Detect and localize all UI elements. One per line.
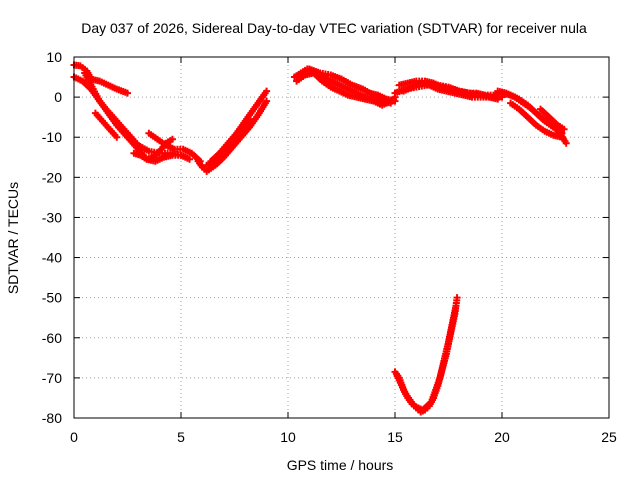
chart-title: Day 037 of 2026, Sidereal Day-to-day VTE…: [81, 20, 587, 36]
x-axis-label: GPS time / hours: [287, 457, 394, 473]
y-tick-label: -80: [42, 410, 62, 426]
data-point: [494, 95, 502, 103]
x-tick-label: 0: [70, 429, 78, 445]
x-tick-label: 20: [494, 429, 510, 445]
data-point: [113, 133, 121, 141]
grid-lines: [74, 57, 609, 418]
y-tick-label: -60: [42, 330, 62, 346]
y-tick-label: 0: [54, 89, 62, 105]
y-tick-label: 10: [46, 49, 62, 65]
series-track-c: [81, 69, 185, 159]
x-tick-labels: 0 5 10 15 20 25: [70, 429, 617, 445]
y-tick-label: -30: [42, 209, 62, 225]
series-track-r: [507, 99, 566, 141]
series-track-i: [203, 115, 253, 169]
data-point: [124, 89, 131, 97]
series-track-u: [393, 302, 460, 414]
x-tick-label: 25: [601, 429, 617, 445]
data-point: [263, 97, 271, 105]
y-tick-label: -20: [42, 169, 62, 185]
y-tick-label: -10: [42, 129, 62, 145]
data-point: [453, 294, 461, 302]
x-tick-label: 10: [280, 429, 296, 445]
series-track-h: [207, 87, 271, 165]
series-track-t: [391, 294, 461, 416]
y-tick-labels: 10 0 -10 -20 -30 -40 -50 -60 -70 -80: [42, 49, 62, 426]
series-track-p: [400, 79, 502, 103]
plot-frame: [73, 56, 610, 419]
series-track-m: [365, 89, 399, 105]
data-point: [562, 139, 570, 147]
data-point: [560, 125, 568, 133]
data-point: [186, 155, 194, 163]
series-track-s: [537, 105, 568, 133]
data-point: [245, 115, 253, 123]
series-track-d: [91, 109, 121, 141]
x-tick-label: 5: [177, 429, 185, 445]
data-point: [168, 135, 176, 143]
y-tick-label: -50: [42, 290, 62, 306]
series-track-f: [130, 135, 176, 163]
series-track-k: [293, 69, 390, 109]
data-point: [263, 87, 271, 95]
x-tick-label: 15: [387, 429, 403, 445]
y-tick-label: -70: [42, 370, 62, 386]
data-point: [452, 302, 460, 310]
data-points: [70, 61, 570, 416]
axis-ticks: [73, 56, 610, 419]
data-point: [558, 133, 566, 141]
data-point: [391, 97, 399, 105]
y-axis-label: SDTVAR / TECUs: [5, 182, 21, 294]
y-tick-label: -40: [42, 250, 62, 266]
data-point: [177, 151, 185, 159]
